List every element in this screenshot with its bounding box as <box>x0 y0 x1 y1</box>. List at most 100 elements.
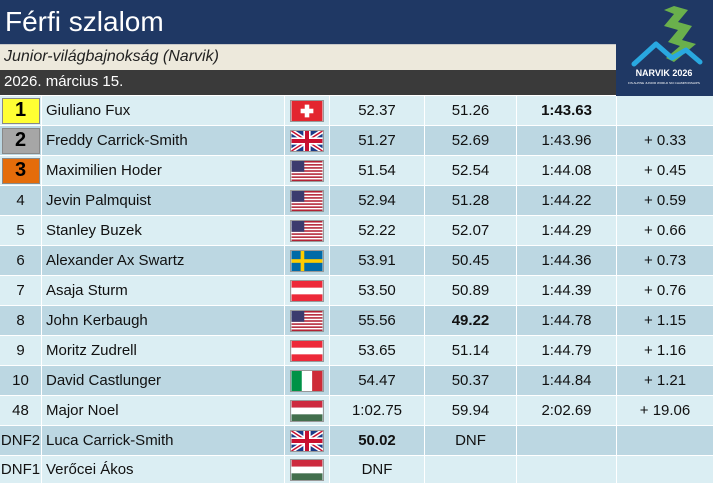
athlete-name: Luca Carrick-Smith <box>42 426 285 455</box>
total-time: 1:44.39 <box>517 276 617 305</box>
run2-time: 50.89 <box>425 276 517 305</box>
rank-cell: 10 <box>0 366 42 395</box>
athlete-name: Asaja Sturm <box>42 276 285 305</box>
run2-time: 59.94 <box>425 396 517 425</box>
usa-flag-icon <box>290 189 324 212</box>
logo-text-small: FIS ALPINE JUNIOR WORLD SKI CHAMPIONSHIP… <box>628 81 700 85</box>
run1-time: DNF <box>330 456 425 483</box>
athlete-name: David Castlunger <box>42 366 285 395</box>
run1-time: 53.65 <box>330 336 425 365</box>
time-difference: + 0.45 <box>643 162 687 179</box>
run1-time: 51.54 <box>330 156 425 185</box>
athlete-name: John Kerbaugh <box>42 306 285 335</box>
run1-time: 54.47 <box>330 366 425 395</box>
time-difference <box>617 456 713 483</box>
athlete-name: Maximilien Hoder <box>42 156 285 185</box>
result-row: DNF2 Luca Carrick-Smith 50.02 DNF <box>0 426 713 456</box>
athlete-name: Stanley Buzek <box>42 216 285 245</box>
athlete-name: Jevin Palmquist <box>42 186 285 215</box>
subtitle-bar: Junior-világbajnokság (Narvik) <box>0 44 616 70</box>
country-flag-cell <box>285 426 330 455</box>
gbr-flag-icon <box>290 429 324 452</box>
result-row: 48 Major Noel 1:02.75 59.94 2:02.69 + 19.06 <box>0 396 713 426</box>
title-bar: Férfi szlalom <box>0 0 616 44</box>
country-flag-cell <box>285 456 330 483</box>
run1-time: 51.27 <box>330 126 425 155</box>
result-row: 7 Asaja Sturm 53.50 50.89 1:44.39 + 0.76 <box>0 276 713 306</box>
total-time: 1:44.36 <box>517 246 617 275</box>
rank-cell: 3 <box>0 156 42 185</box>
run2-time: DNF <box>425 426 517 455</box>
time-difference: + 1.21 <box>643 372 687 389</box>
result-row: 5 Stanley Buzek 52.22 52.07 1:44.29 + 0.66 <box>0 216 713 246</box>
hun-flag-icon <box>290 399 324 422</box>
total-time: 1:44.79 <box>517 336 617 365</box>
narvik-2026-logo: NARVIK 2026 FIS ALPINE JUNIOR WORLD SKI … <box>616 0 713 96</box>
rank-cell: 8 <box>0 306 42 335</box>
aut-flag-icon <box>290 339 324 362</box>
athlete-name: Alexander Ax Swartz <box>42 246 285 275</box>
time-difference: + 0.59 <box>643 192 687 209</box>
athlete-name: Verőcei Ákos <box>42 456 285 483</box>
total-time: 1:44.29 <box>517 216 617 245</box>
run1-time: 1:02.75 <box>330 396 425 425</box>
country-flag-cell <box>285 186 330 215</box>
result-row: 4 Jevin Palmquist 52.94 51.28 1:44.22 + 0.59 <box>0 186 713 216</box>
rank-cell: 9 <box>0 336 42 365</box>
time-difference <box>617 426 713 455</box>
total-time: 1:44.78 <box>517 306 617 335</box>
total-time: 1:44.84 <box>517 366 617 395</box>
time-difference: + 0.76 <box>643 282 687 299</box>
result-row: 3 Maximilien Hoder 51.54 52.54 1:44.08 + 0.45 <box>0 156 713 186</box>
run2-time: 50.45 <box>425 246 517 275</box>
rank-cell: 6 <box>0 246 42 275</box>
athlete-name: Freddy Carrick-Smith <box>42 126 285 155</box>
time-difference: + 1.15 <box>643 312 687 329</box>
rank-cell: DNF1 <box>0 456 42 483</box>
time-difference: + 0.66 <box>643 222 687 239</box>
logo-text-main: NARVIK 2026 <box>636 68 693 78</box>
result-row: DNF1 Verőcei Ákos DNF <box>0 456 713 484</box>
hun-flag-icon <box>290 458 324 481</box>
run2-time: 52.54 <box>425 156 517 185</box>
rank-cell: 48 <box>0 396 42 425</box>
run2-time: 52.69 <box>425 126 517 155</box>
run2-time: 51.26 <box>425 96 517 125</box>
country-flag-cell <box>285 96 330 125</box>
usa-flag-icon <box>290 309 324 332</box>
result-row: 9 Moritz Zudrell 53.65 51.14 1:44.79 + 1.16 <box>0 336 713 366</box>
time-difference: + 0.73 <box>643 252 687 269</box>
time-difference: + 0.33 <box>643 132 687 149</box>
result-row: 1 Giuliano Fux 52.37 51.26 1:43.63 <box>0 96 713 126</box>
result-row: 6 Alexander Ax Swartz 53.91 50.45 1:44.36 + 0… <box>0 246 713 276</box>
run1-time: 55.56 <box>330 306 425 335</box>
athlete-name: Moritz Zudrell <box>42 336 285 365</box>
total-time: 1:44.08 <box>517 156 617 185</box>
time-difference: + 1.16 <box>643 342 687 359</box>
country-flag-cell <box>285 126 330 155</box>
run1-time: 53.50 <box>330 276 425 305</box>
usa-flag-icon <box>290 219 324 242</box>
total-time: 1:43.63 <box>517 96 617 125</box>
run1-time: 50.02 <box>330 426 425 455</box>
rank-cell: 7 <box>0 276 42 305</box>
rank-cell: 4 <box>0 186 42 215</box>
page-title: Férfi szlalom <box>5 6 164 37</box>
run1-time: 52.37 <box>330 96 425 125</box>
date-bar: 2026. március 15. <box>0 70 616 95</box>
time-difference <box>617 96 713 125</box>
country-flag-cell <box>285 336 330 365</box>
bronze-medal-badge: 3 <box>1 157 40 184</box>
aut-flag-icon <box>290 279 324 302</box>
run2-time: 51.28 <box>425 186 517 215</box>
run2-time: 52.07 <box>425 216 517 245</box>
run2-time: 50.37 <box>425 366 517 395</box>
silver-medal-badge: 2 <box>1 127 40 154</box>
gbr-flag-icon <box>290 129 324 152</box>
ita-flag-icon <box>290 369 324 392</box>
rank-cell: 2 <box>0 126 42 155</box>
rank-cell: 5 <box>0 216 42 245</box>
event-date: 2026. március 15. <box>4 73 124 90</box>
run1-time: 52.94 <box>330 186 425 215</box>
athlete-name: Major Noel <box>42 396 285 425</box>
